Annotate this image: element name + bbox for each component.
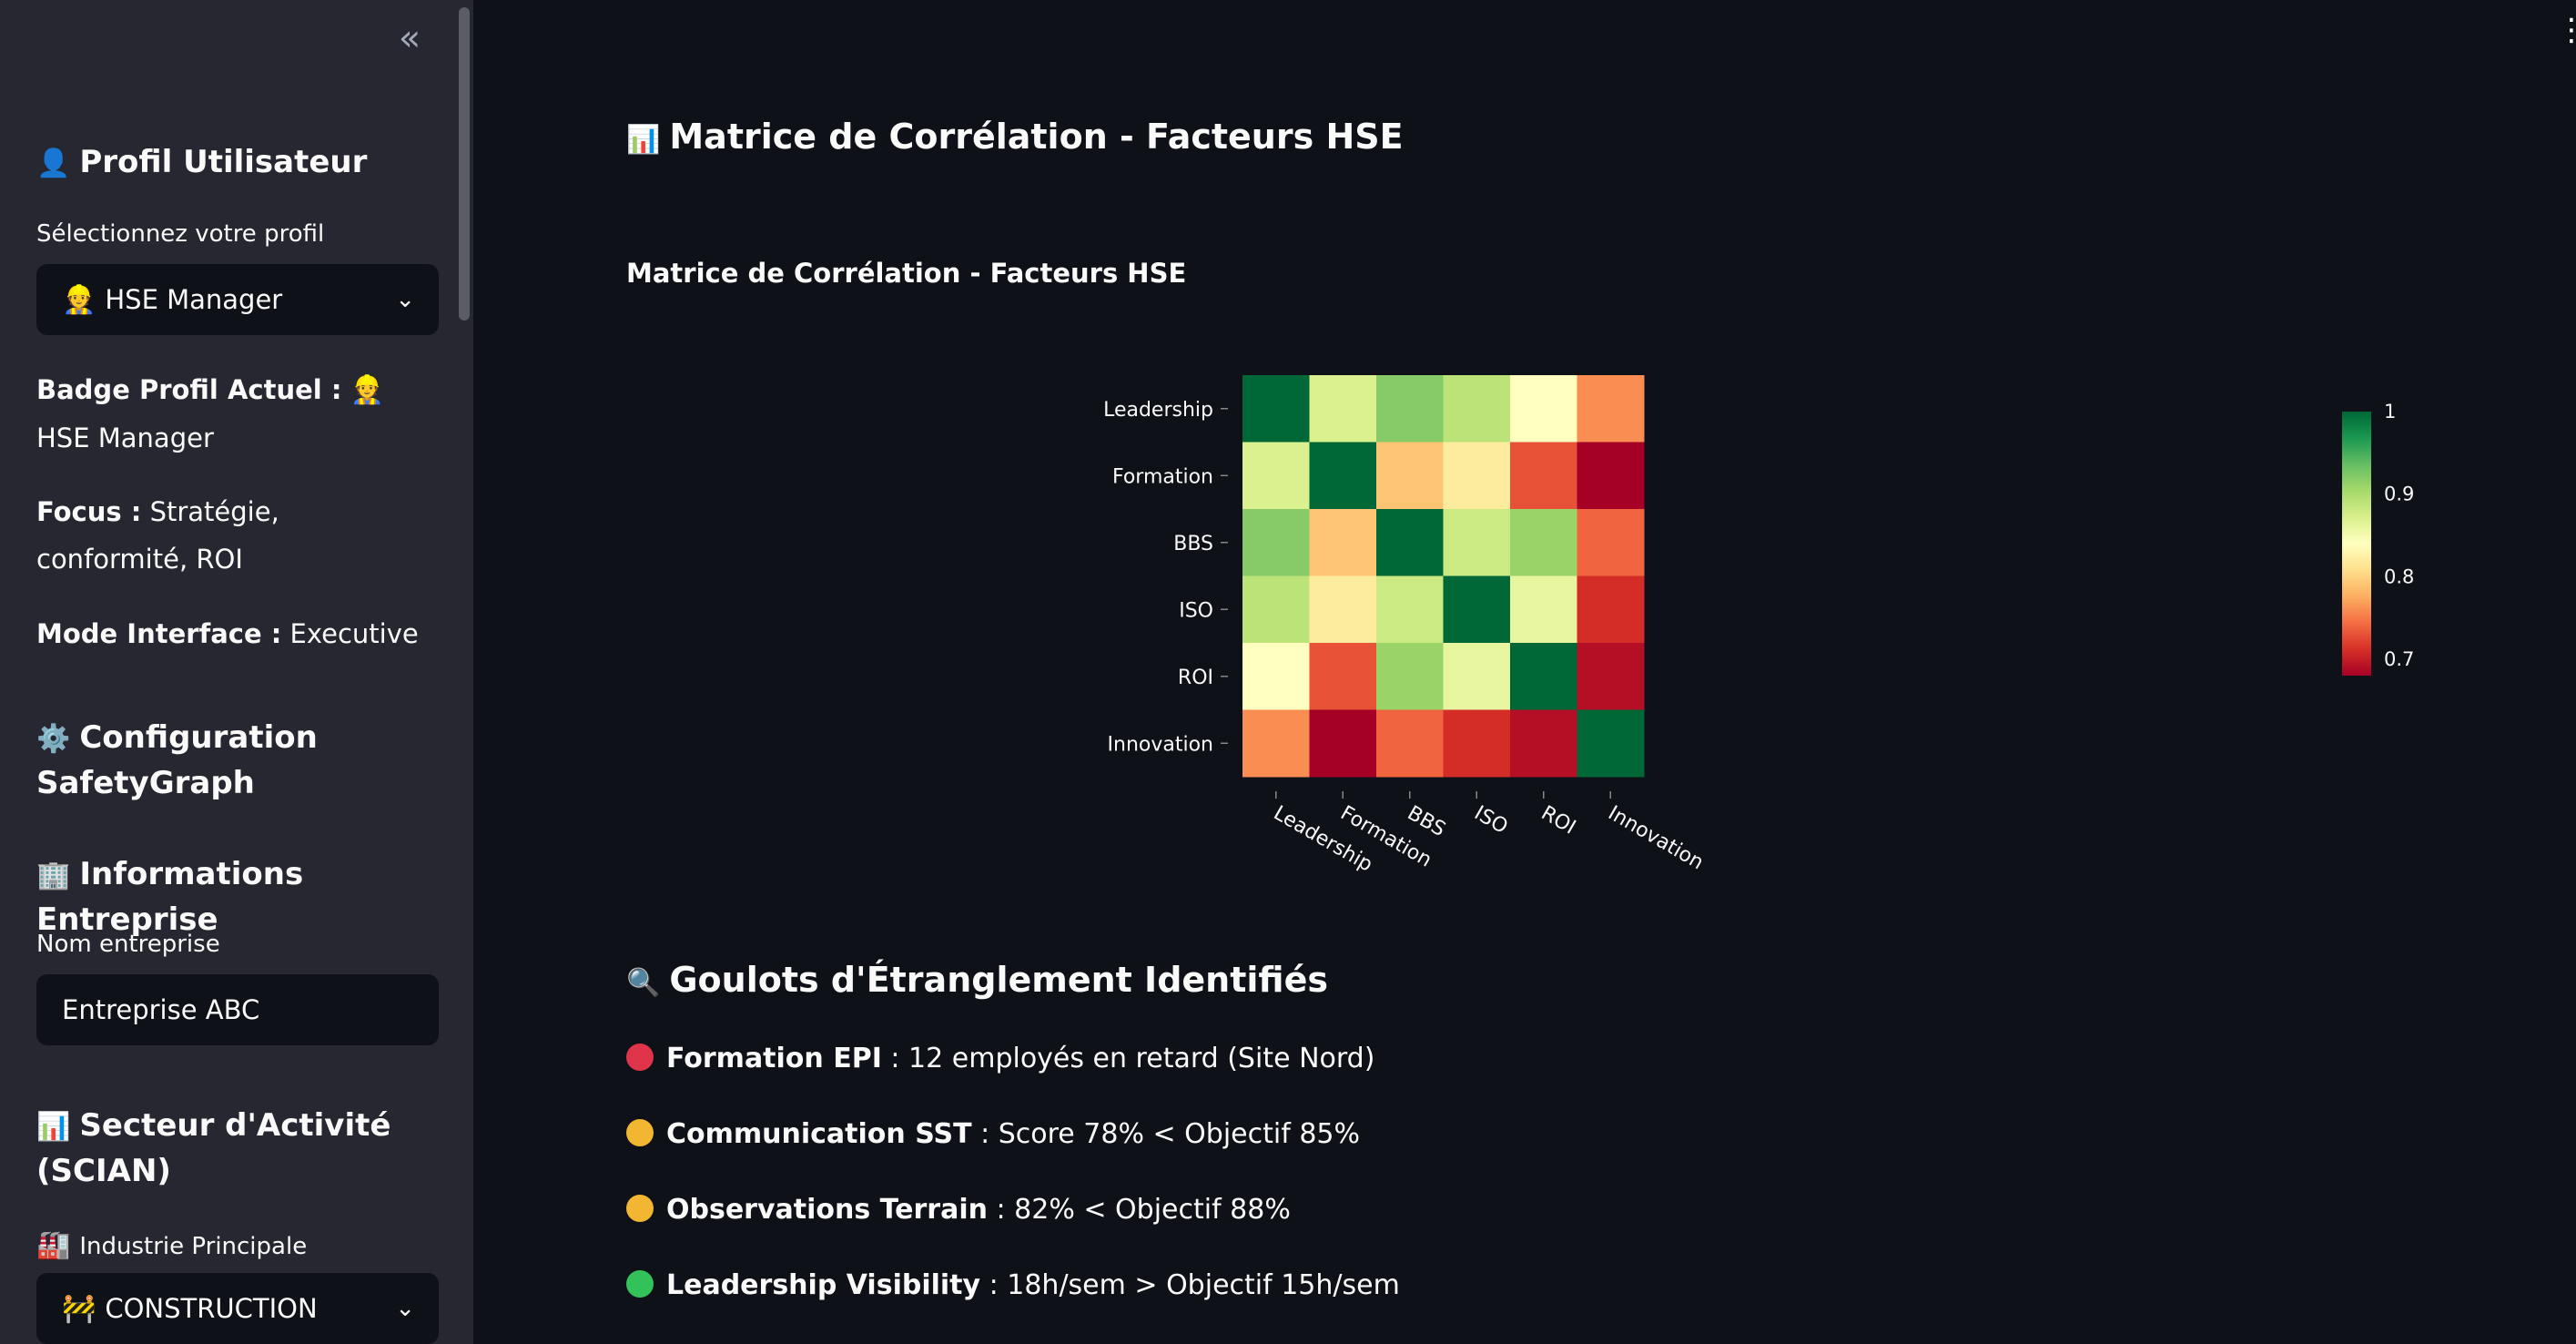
company-input[interactable]: Entreprise ABC <box>36 974 439 1045</box>
main-menu-icon[interactable]: ⋮ <box>2556 12 2576 48</box>
building-icon: 🏢 <box>36 860 71 891</box>
heatmap-cell[interactable] <box>1242 643 1310 710</box>
y-tick-label: ISO <box>1179 599 1213 622</box>
heatmap-cell[interactable] <box>1577 509 1645 576</box>
user-icon: 👤 <box>36 148 71 179</box>
y-tick-label: Formation <box>1112 465 1213 488</box>
goulot-item: Formation EPI : 12 employés en retard (S… <box>626 1041 1374 1077</box>
y-tick-label: BBS <box>1173 533 1213 555</box>
heatmap-cell[interactable] <box>1510 509 1577 576</box>
status-dot-icon <box>626 1119 654 1146</box>
goulots-heading: 🔍 Goulots d'Étranglement Identifiés <box>626 960 1328 1000</box>
heatmap-cell[interactable] <box>1510 442 1577 510</box>
chart-title: Matrice de Corrélation - Facteurs HSE <box>626 258 1186 289</box>
heatmap-cell[interactable] <box>1309 375 1377 443</box>
colorbar-tick-label: 1 <box>2384 401 2396 423</box>
heatmap-cell[interactable] <box>1309 575 1377 644</box>
heatmap-cell[interactable] <box>1577 442 1645 510</box>
industry-label: 🏭 Industrie Principale <box>36 1229 308 1261</box>
colorbar-tick-label: 0.8 <box>2384 565 2414 587</box>
info-heading: 🏢 Informations Entreprise <box>36 856 304 938</box>
y-axis-labels: Leadership Formation BBS ISO ROI Innovation <box>1103 399 1228 756</box>
correlation-heatmap[interactable]: Matrice de Corrélation - Facteurs HSE Le… <box>619 237 2439 920</box>
heatmap-cell[interactable] <box>1242 442 1310 510</box>
manager-icon: 👷 <box>62 284 96 316</box>
heatmap-cell[interactable] <box>1242 709 1310 778</box>
heatmap-cell[interactable] <box>1443 643 1511 710</box>
heatmap-cell[interactable] <box>1510 575 1577 644</box>
heatmap-cell[interactable] <box>1376 509 1444 576</box>
chart-icon: 📊 <box>626 124 661 156</box>
chart-icon: 📊 <box>36 1111 71 1143</box>
x-tick-label: ROI <box>1537 802 1579 840</box>
heatmap-cell[interactable] <box>1309 643 1377 710</box>
status-dot-icon <box>626 1195 654 1222</box>
heatmap-cell[interactable] <box>1577 643 1645 710</box>
heatmap-cell[interactable] <box>1376 375 1444 443</box>
gear-icon: ⚙️ <box>36 723 71 755</box>
heatmap-cell[interactable] <box>1376 709 1444 778</box>
heatmap-cell[interactable] <box>1443 575 1511 644</box>
sidebar-scrollbar[interactable] <box>459 7 470 321</box>
badge-profile: Badge Profil Actuel : 👷HSE Manager <box>36 374 384 453</box>
goulot-item: Leadership Visibility : 18h/sem > Object… <box>626 1268 1400 1304</box>
heatmap-cell[interactable] <box>1510 709 1577 778</box>
heatmap-cell[interactable] <box>1376 442 1444 510</box>
profile-select-label: Sélectionnez votre profil <box>36 220 325 248</box>
profile-heading: 👤 Profil Utilisateur <box>36 144 368 180</box>
chevron-down-icon: ⌄ <box>395 1295 415 1322</box>
manager-icon: 👷 <box>350 374 384 406</box>
heatmap-cell[interactable] <box>1443 375 1511 443</box>
colorbar-tick-label: 0.9 <box>2384 484 2414 505</box>
x-tick-label: BBS <box>1404 802 1449 842</box>
heatmap-cell[interactable] <box>1376 643 1444 710</box>
heatmap-cell[interactable] <box>1242 509 1310 576</box>
heatmap-cell[interactable] <box>1510 643 1577 710</box>
sector-heading: 📊 Secteur d'Activité (SCIAN) <box>36 1107 391 1189</box>
heatmap-cell[interactable] <box>1309 509 1377 576</box>
y-tick-label: Innovation <box>1108 733 1213 756</box>
heatmap-cell[interactable] <box>1443 442 1511 510</box>
heatmap-cell[interactable] <box>1577 375 1645 443</box>
status-dot-icon <box>626 1044 654 1071</box>
industry-select[interactable]: 🚧 CONSTRUCTION ⌄ <box>36 1273 439 1344</box>
heatmap-cell[interactable] <box>1577 709 1645 778</box>
heatmap-cell[interactable] <box>1376 575 1444 644</box>
heatmap-cell[interactable] <box>1242 575 1310 644</box>
colorbar: 1 0.9 0.8 0.7 <box>2342 401 2414 676</box>
y-tick-label: Leadership <box>1103 399 1213 422</box>
chevron-down-icon: ⌄ <box>395 286 415 313</box>
heatmap-cell[interactable] <box>1577 575 1645 644</box>
collapse-sidebar-icon[interactable]: « <box>398 17 421 59</box>
heatmap-cell[interactable] <box>1309 709 1377 778</box>
config-heading: ⚙️ Configuration SafetyGraph <box>36 719 318 801</box>
goulot-item: Communication SST : Score 78% < Objectif… <box>626 1116 1360 1153</box>
colorbar-gradient <box>2342 412 2371 676</box>
mode-text: Mode Interface : Executive <box>36 618 419 649</box>
factory-icon: 🏭 <box>36 1229 71 1261</box>
company-label: Nom entreprise <box>36 931 220 958</box>
heatmap-cell[interactable] <box>1443 509 1511 576</box>
heatmap-cell[interactable] <box>1242 375 1310 443</box>
magnifier-icon: 🔍 <box>626 967 661 999</box>
status-dot-icon <box>626 1270 654 1298</box>
focus-text: Focus : Stratégie, conformité, ROI <box>36 496 279 575</box>
x-tick-label: Innovation <box>1604 802 1707 875</box>
goulot-item: Observations Terrain : 82% < Objectif 88… <box>626 1192 1291 1228</box>
heatmap-cell[interactable] <box>1443 709 1511 778</box>
construction-icon: 🚧 <box>62 1293 96 1325</box>
heatmap-cell[interactable] <box>1510 375 1577 443</box>
sidebar: « 👤 Profil Utilisateur Sélectionnez votre… <box>0 0 473 1344</box>
y-tick-label: ROI <box>1178 667 1213 689</box>
heatmap-cells <box>1242 375 1645 778</box>
colorbar-tick-label: 0.7 <box>2384 648 2414 670</box>
section-title: 📊 Matrice de Corrélation - Facteurs HSE <box>626 117 1404 157</box>
x-tick-label: ISO <box>1470 802 1511 840</box>
heatmap-cell[interactable] <box>1309 442 1377 510</box>
profile-select[interactable]: 👷 HSE Manager ⌄ <box>36 264 439 335</box>
